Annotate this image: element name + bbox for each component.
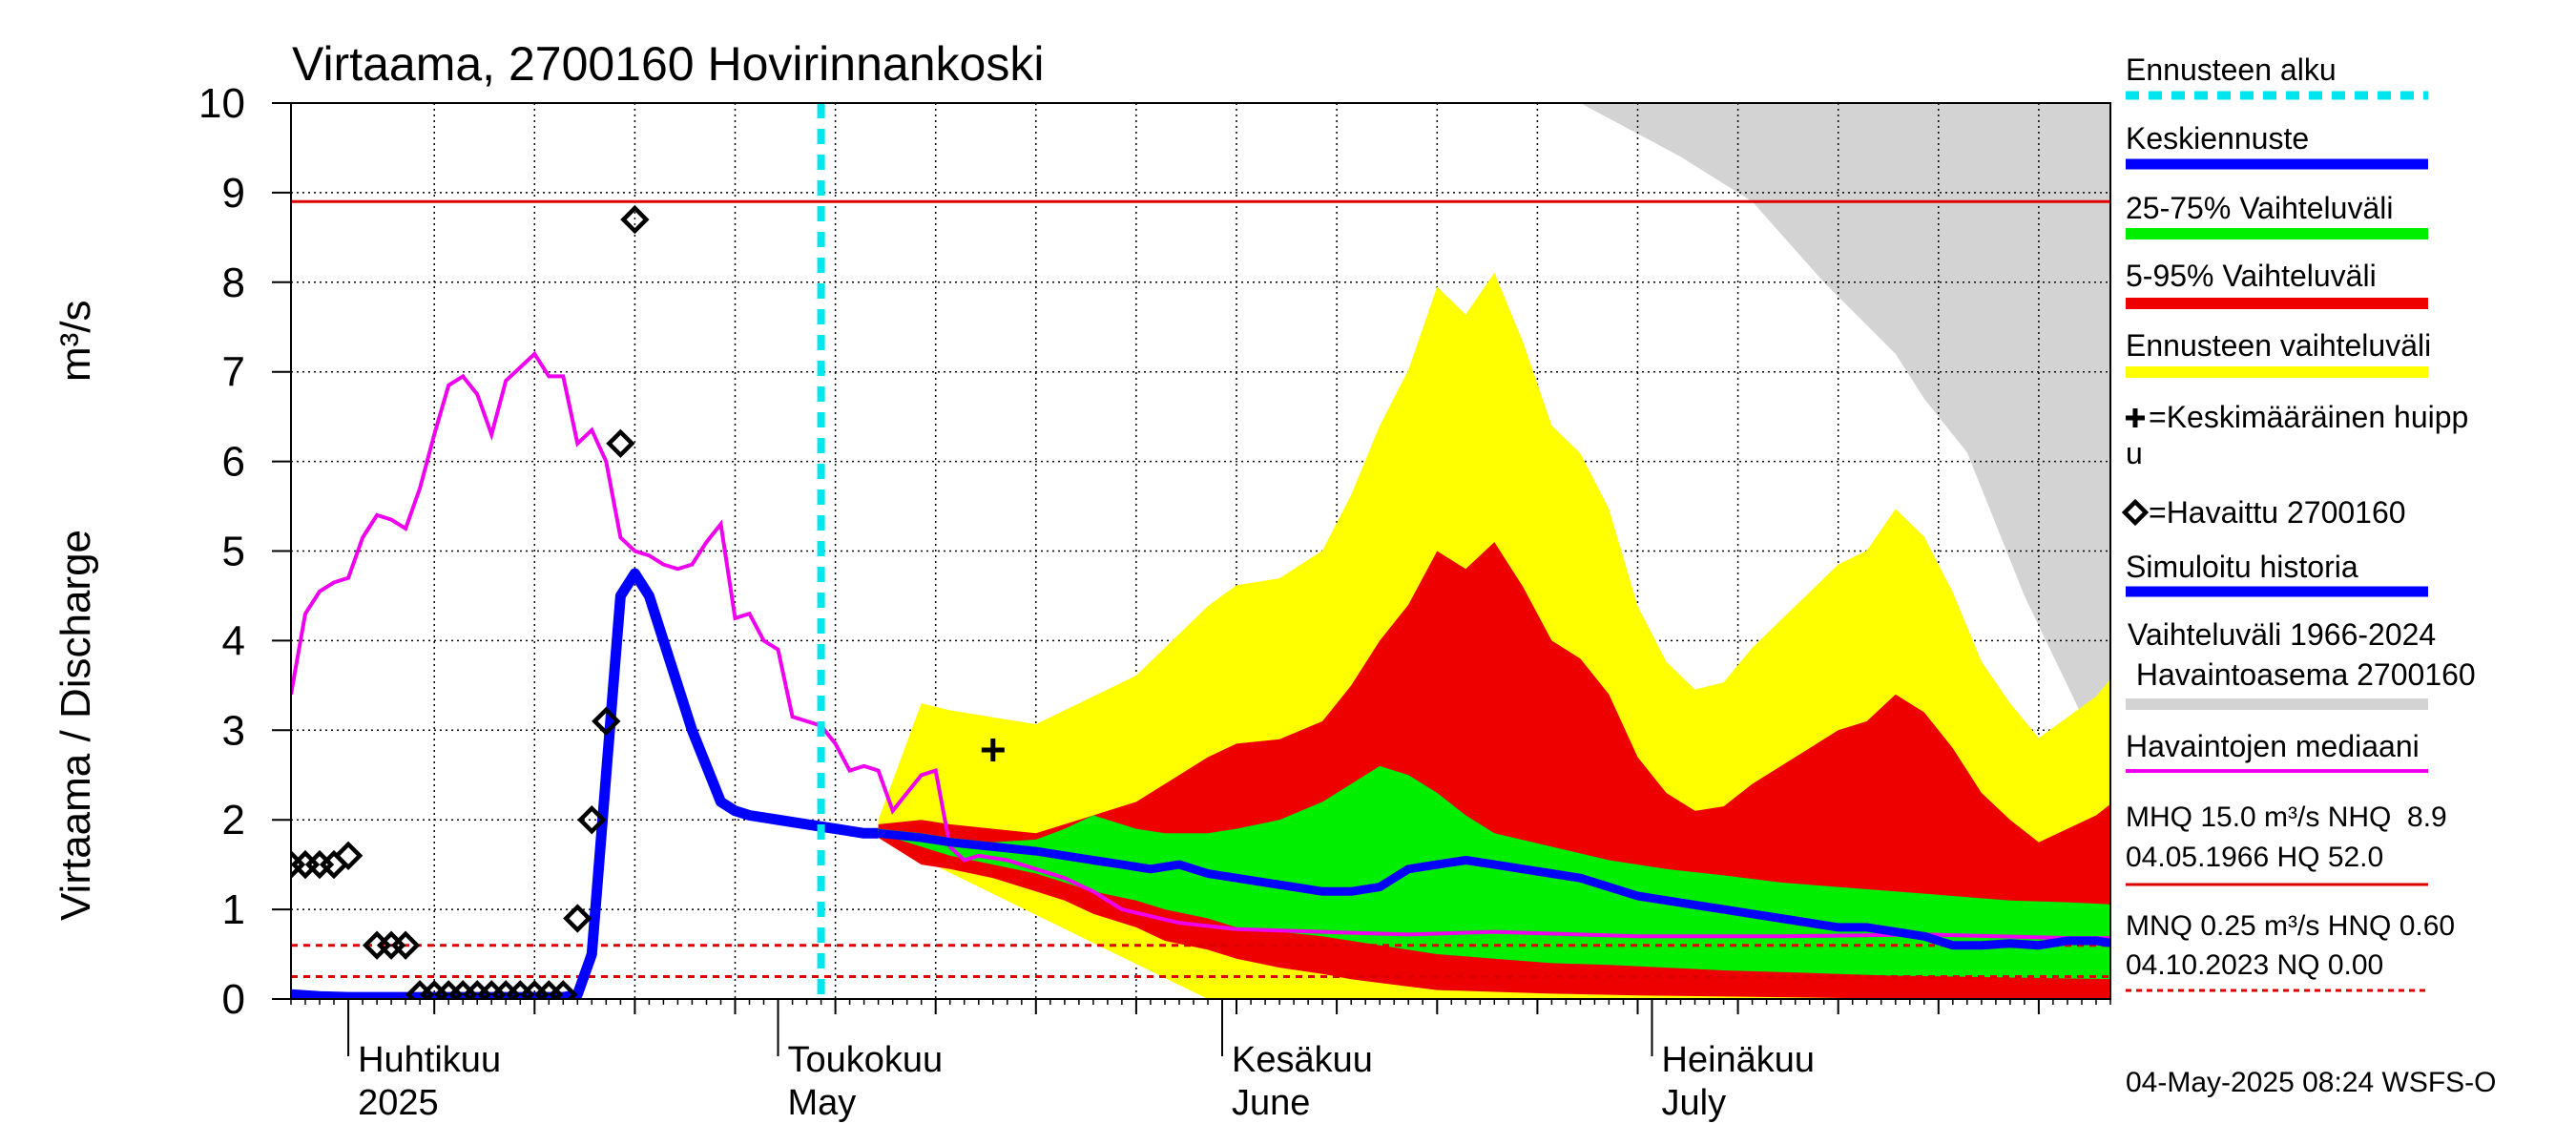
- y-axis-label: Virtaama / Discharge: [52, 530, 99, 921]
- legend-band-5-95: 5-95% Vaihteluväli: [2126, 259, 2377, 293]
- x-month-sublabel: May: [788, 1083, 857, 1123]
- y-tick-label: 2: [222, 797, 245, 843]
- y-tick-label: 8: [222, 260, 245, 306]
- timestamp: 04-May-2025 08:24 WSFS-O: [2126, 1067, 2497, 1098]
- observed-point: [577, 805, 607, 835]
- observed-point: [592, 706, 621, 737]
- legend-simulated: Simuloitu historia: [2126, 550, 2358, 584]
- legend-stats-mnq: MNQ 0.25 m³/s HNQ 0.60: [2126, 910, 2455, 942]
- y-tick-label: 3: [222, 707, 245, 754]
- legend-stats-nq: 04.10.2023 NQ 0.00: [2126, 949, 2383, 981]
- mean-peak-point: [981, 739, 1005, 761]
- legend-stats-hq: 04.05.1966 HQ 52.0: [2126, 842, 2383, 873]
- observed-point: [549, 980, 578, 999]
- y-tick-label: 1: [222, 886, 245, 933]
- legend-history-station: Havaintoasema 2700160: [2128, 657, 2476, 692]
- observed-point: [606, 428, 635, 458]
- legend-stats-mhq: MHQ 15.0 m³/s NHQ 8.9: [2126, 802, 2447, 833]
- history-range-area: [291, 103, 2110, 776]
- x-month-sublabel: June: [1232, 1083, 1310, 1123]
- mean-forecast-line: [878, 828, 2110, 950]
- x-month-sublabel: July: [1662, 1083, 1727, 1123]
- y-axis-unit: m³/s: [52, 300, 99, 382]
- simulated-history-line: [291, 568, 879, 999]
- legend-band-25-75: 25-75% Vaihteluväli: [2126, 191, 2393, 225]
- legend-forecast-start: Ennusteen alku: [2126, 52, 2337, 87]
- legend-history-range: Vaihteluväli 1966-2024: [2128, 617, 2436, 652]
- legend-observed: =Havaittu 2700160: [2149, 495, 2406, 530]
- observed-point: [620, 204, 650, 235]
- legend-median: Havaintojen mediaani: [2126, 729, 2420, 763]
- legend: Ennusteen alku Keskiennuste 25-75% Vaiht…: [2121, 52, 2497, 1098]
- legend-forecast-range: Ennusteen vaihteluväli: [2126, 328, 2431, 363]
- y-tick-label: 5: [222, 529, 245, 575]
- chart-title: Virtaama, 2700160 Hovirinnankoski: [292, 37, 1044, 91]
- y-tick-label: 6: [222, 439, 245, 486]
- legend-mean-peak: =Keskimääräinen huipp: [2149, 400, 2468, 434]
- legend-mean-forecast: Keskiennuste: [2126, 121, 2309, 156]
- x-month-label: Toukokuu: [788, 1040, 944, 1080]
- x-month-sublabel: 2025: [358, 1083, 439, 1123]
- observed-point: [333, 841, 364, 870]
- x-month-label: Heinäkuu: [1662, 1040, 1816, 1080]
- legend-diamond-icon: [2121, 498, 2150, 527]
- mean-peak-markers: [981, 739, 1005, 761]
- legend-mean-peak-cont: u: [2126, 436, 2143, 470]
- y-tick-label: 7: [222, 349, 245, 396]
- observed-markers: [291, 204, 650, 999]
- observed-point: [390, 930, 421, 960]
- y-tick-label: 10: [198, 80, 245, 127]
- y-tick-label: 4: [222, 617, 245, 664]
- y-tick-label: 9: [222, 170, 245, 217]
- median-line: [291, 350, 2110, 941]
- x-month-label: Huhtikuu: [358, 1040, 501, 1080]
- legend-plus-icon: [2126, 408, 2145, 427]
- x-month-label: Kesäkuu: [1232, 1040, 1373, 1080]
- y-tick-label: 0: [222, 976, 245, 1023]
- observed-point: [563, 904, 592, 933]
- y-axis: 0 1 2 3 4 5 6 7 8 9 10: [198, 80, 291, 1023]
